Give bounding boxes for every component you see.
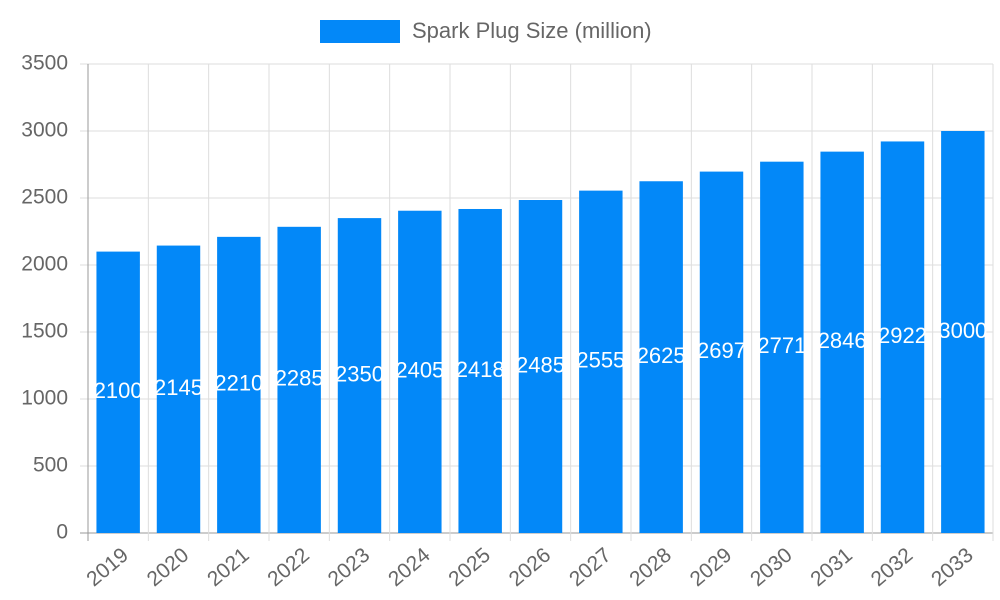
data-label: 2285 xyxy=(275,366,324,391)
bar xyxy=(337,218,382,533)
data-label: 2210 xyxy=(214,371,263,396)
bar xyxy=(760,161,804,533)
bar xyxy=(820,151,864,534)
legend-swatch xyxy=(320,20,400,43)
x-tick-label: 2024 xyxy=(384,543,435,591)
y-tick-label: 2000 xyxy=(21,253,68,276)
data-label: 2145 xyxy=(154,375,203,400)
bar xyxy=(699,171,744,534)
y-tick-label: 3000 xyxy=(21,119,68,142)
bar xyxy=(941,131,985,533)
y-tick-label: 1500 xyxy=(21,320,68,343)
bar xyxy=(217,236,261,534)
y-tick-label: 0 xyxy=(56,521,68,544)
x-tick-label: 2020 xyxy=(143,543,194,591)
bar xyxy=(880,141,925,533)
data-label: 2922 xyxy=(878,323,927,348)
data-label: 2846 xyxy=(818,328,867,353)
x-tick-label: 2026 xyxy=(505,543,556,591)
y-tick-label: 500 xyxy=(33,454,68,477)
data-label: 2625 xyxy=(637,343,686,368)
bar xyxy=(639,181,683,533)
data-label: 2771 xyxy=(757,333,806,358)
bar xyxy=(277,226,321,533)
y-tick-label: 3500 xyxy=(21,52,68,75)
x-tick-label: 2031 xyxy=(806,543,857,591)
x-tick-label: 2030 xyxy=(746,543,797,591)
data-label: 2100 xyxy=(94,378,143,403)
bar xyxy=(458,208,502,533)
data-label: 2350 xyxy=(335,361,384,386)
data-label: 2418 xyxy=(456,357,505,382)
x-tick-label: 2033 xyxy=(927,543,978,591)
bar xyxy=(579,190,623,533)
x-tick-label: 2019 xyxy=(82,543,133,591)
legend-label: Spark Plug Size (million) xyxy=(412,18,652,43)
bar xyxy=(518,200,563,533)
bar xyxy=(96,251,140,533)
x-tick-label: 2032 xyxy=(867,543,918,591)
y-tick-label: 1000 xyxy=(21,387,68,410)
x-tick-label: 2029 xyxy=(686,543,737,591)
data-label: 2555 xyxy=(576,348,625,373)
x-tick-label: 2021 xyxy=(203,543,254,591)
data-label: 2697 xyxy=(697,338,746,363)
data-label: 2485 xyxy=(516,352,565,377)
x-tick-label: 2027 xyxy=(565,543,616,591)
x-tick-label: 2023 xyxy=(324,543,375,591)
data-label: 3000 xyxy=(938,318,987,343)
bar xyxy=(398,210,442,534)
y-tick-label: 2500 xyxy=(21,186,68,209)
x-tick-label: 2025 xyxy=(444,543,495,591)
x-tick-label: 2028 xyxy=(625,543,676,591)
data-label: 2405 xyxy=(395,358,444,383)
bar xyxy=(156,245,201,533)
x-tick-label: 2022 xyxy=(263,543,314,591)
